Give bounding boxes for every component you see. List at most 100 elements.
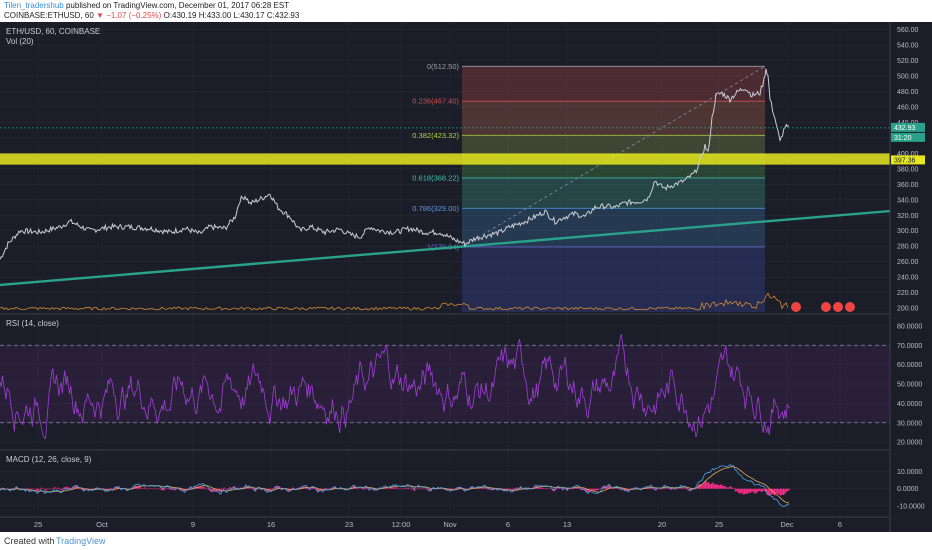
macd-histogram-bar	[46, 488, 48, 490]
macd-histogram-bar	[711, 483, 713, 489]
macd-axis-ticks: 10.0000 0.0000 -10.0000	[897, 469, 925, 510]
time-tick-label: 20	[658, 520, 666, 529]
price-tick-label: 280.00	[897, 244, 919, 251]
trendline[interactable]	[0, 206, 932, 287]
event-marker-icon[interactable]	[791, 302, 801, 312]
macd-histogram-bar	[151, 488, 153, 490]
price-tick-label: 560.00	[897, 27, 919, 34]
macd-histogram-bar	[313, 487, 315, 489]
macd-histogram-bar	[658, 488, 660, 490]
macd-histogram-bar	[507, 488, 509, 491]
macd-histogram-bar	[667, 487, 669, 489]
macd-histogram-bar	[709, 484, 711, 489]
macd-histogram-bar	[252, 488, 254, 490]
macd-histogram-bar	[789, 488, 791, 490]
macd-histogram-bar	[264, 488, 266, 490]
macd-histogram-bar	[576, 487, 578, 489]
macd-histogram-bar	[595, 488, 597, 491]
author-line: Tilen_tradershub published on TradingVie…	[4, 1, 289, 10]
macd-histogram-bar	[213, 488, 215, 492]
macd-histogram-bar	[705, 481, 707, 489]
macd-histogram-bar	[31, 488, 33, 490]
macd-histogram-bar	[333, 487, 335, 489]
macd-histogram-bar	[27, 488, 29, 489]
macd-histogram-bar	[51, 488, 53, 490]
macd-histogram-bar	[30, 488, 32, 491]
author-link[interactable]: Tilen_tradershub	[4, 1, 64, 10]
macd-histogram-bar	[93, 488, 95, 490]
macd-histogram-bar	[366, 487, 368, 489]
macd-histogram-bar	[67, 487, 69, 489]
event-marker-icon[interactable]	[821, 302, 831, 312]
macd-histogram-bar	[748, 488, 750, 493]
event-marker-icon[interactable]	[833, 302, 843, 312]
macd-pane: MACD (12, 26, close, 9)	[0, 455, 791, 508]
macd-histogram-bar	[268, 488, 270, 491]
macd-histogram-bar	[225, 488, 227, 490]
macd-histogram-bar	[726, 487, 728, 489]
macd-histogram-bar	[411, 488, 413, 490]
time-tick-label: 23	[345, 520, 353, 529]
macd-histogram-bar	[774, 488, 776, 496]
macd-histogram-bar	[786, 488, 788, 492]
macd-histogram-bar	[45, 488, 47, 491]
macd-histogram-bar	[708, 482, 710, 489]
zone-badge: 397.36	[891, 155, 925, 165]
macd-histogram-bar	[663, 487, 665, 489]
macd-histogram-bar	[621, 488, 623, 491]
macd-histogram-bar	[745, 488, 747, 494]
macd-histogram-bar	[28, 488, 30, 490]
macd-histogram-bar	[91, 488, 93, 490]
time-axis-ticks[interactable]: 25 Oct 9 16 23 12:00 Nov 6 13 20 25 Dec 6	[34, 520, 842, 529]
macd-histogram-bar	[43, 488, 45, 490]
trading-chart[interactable]: 0(512.50) 0.236(467.40) 0.382(423.32) 0.618…	[0, 22, 932, 532]
macd-tick-label: -10.0000	[897, 503, 925, 510]
macd-histogram-bar	[390, 487, 392, 489]
tradingview-link[interactable]: TradingView	[56, 536, 106, 546]
price-axis[interactable]	[890, 22, 932, 532]
time-tick-label: Nov	[443, 520, 457, 529]
macd-histogram-bar	[588, 488, 590, 493]
macd-histogram-bar	[732, 488, 734, 489]
macd-histogram-bar	[307, 488, 309, 490]
high-label: H:	[198, 11, 207, 20]
macd-histogram-bar	[453, 488, 455, 490]
price-tick-label: 240.00	[897, 275, 919, 282]
macd-histogram-bar	[465, 488, 467, 491]
macd-histogram-bar	[376, 488, 378, 491]
macd-tick-label: 10.0000	[897, 469, 922, 476]
macd-histogram-bar	[339, 488, 341, 490]
macd-histogram-bar	[399, 488, 401, 490]
macd-histogram-bar	[601, 486, 603, 489]
macd-histogram-bar	[769, 488, 771, 496]
macd-histogram-bar	[592, 488, 594, 491]
macd-histogram-bar	[300, 487, 302, 489]
macd-histogram-bar	[613, 488, 615, 489]
fib-zone	[462, 246, 765, 312]
event-markers[interactable]	[791, 302, 855, 312]
macd-histogram-bar	[598, 488, 600, 490]
macd-histogram-bar	[594, 488, 596, 491]
price-tick-label: 300.00	[897, 228, 919, 235]
macd-histogram-bar	[585, 488, 587, 492]
volume-legend: Vol (20)	[6, 37, 34, 46]
macd-histogram-bar	[586, 488, 588, 492]
event-marker-icon[interactable]	[845, 302, 855, 312]
macd-histogram-bar	[771, 488, 773, 495]
macd-histogram-bar	[684, 487, 686, 489]
macd-histogram-bar	[510, 488, 512, 490]
macd-histogram-bar	[111, 488, 113, 489]
fibonacci-retracement[interactable]: 0(512.50) 0.236(467.40) 0.382(423.32) 0.618…	[412, 62, 766, 312]
macd-histogram-bar	[193, 486, 195, 489]
fib-zone	[462, 208, 765, 247]
macd-histogram-bar	[228, 488, 230, 490]
price-badge: 432.93	[891, 122, 925, 132]
macd-histogram-bar	[106, 488, 108, 490]
macd-histogram-bar	[420, 488, 422, 490]
macd-histogram-bar	[55, 488, 57, 490]
macd-histogram-bar	[318, 488, 320, 493]
rsi-series	[0, 333, 790, 439]
macd-histogram-bar	[79, 488, 81, 490]
support-zone[interactable]	[0, 153, 890, 165]
macd-histogram-bar	[360, 488, 362, 489]
